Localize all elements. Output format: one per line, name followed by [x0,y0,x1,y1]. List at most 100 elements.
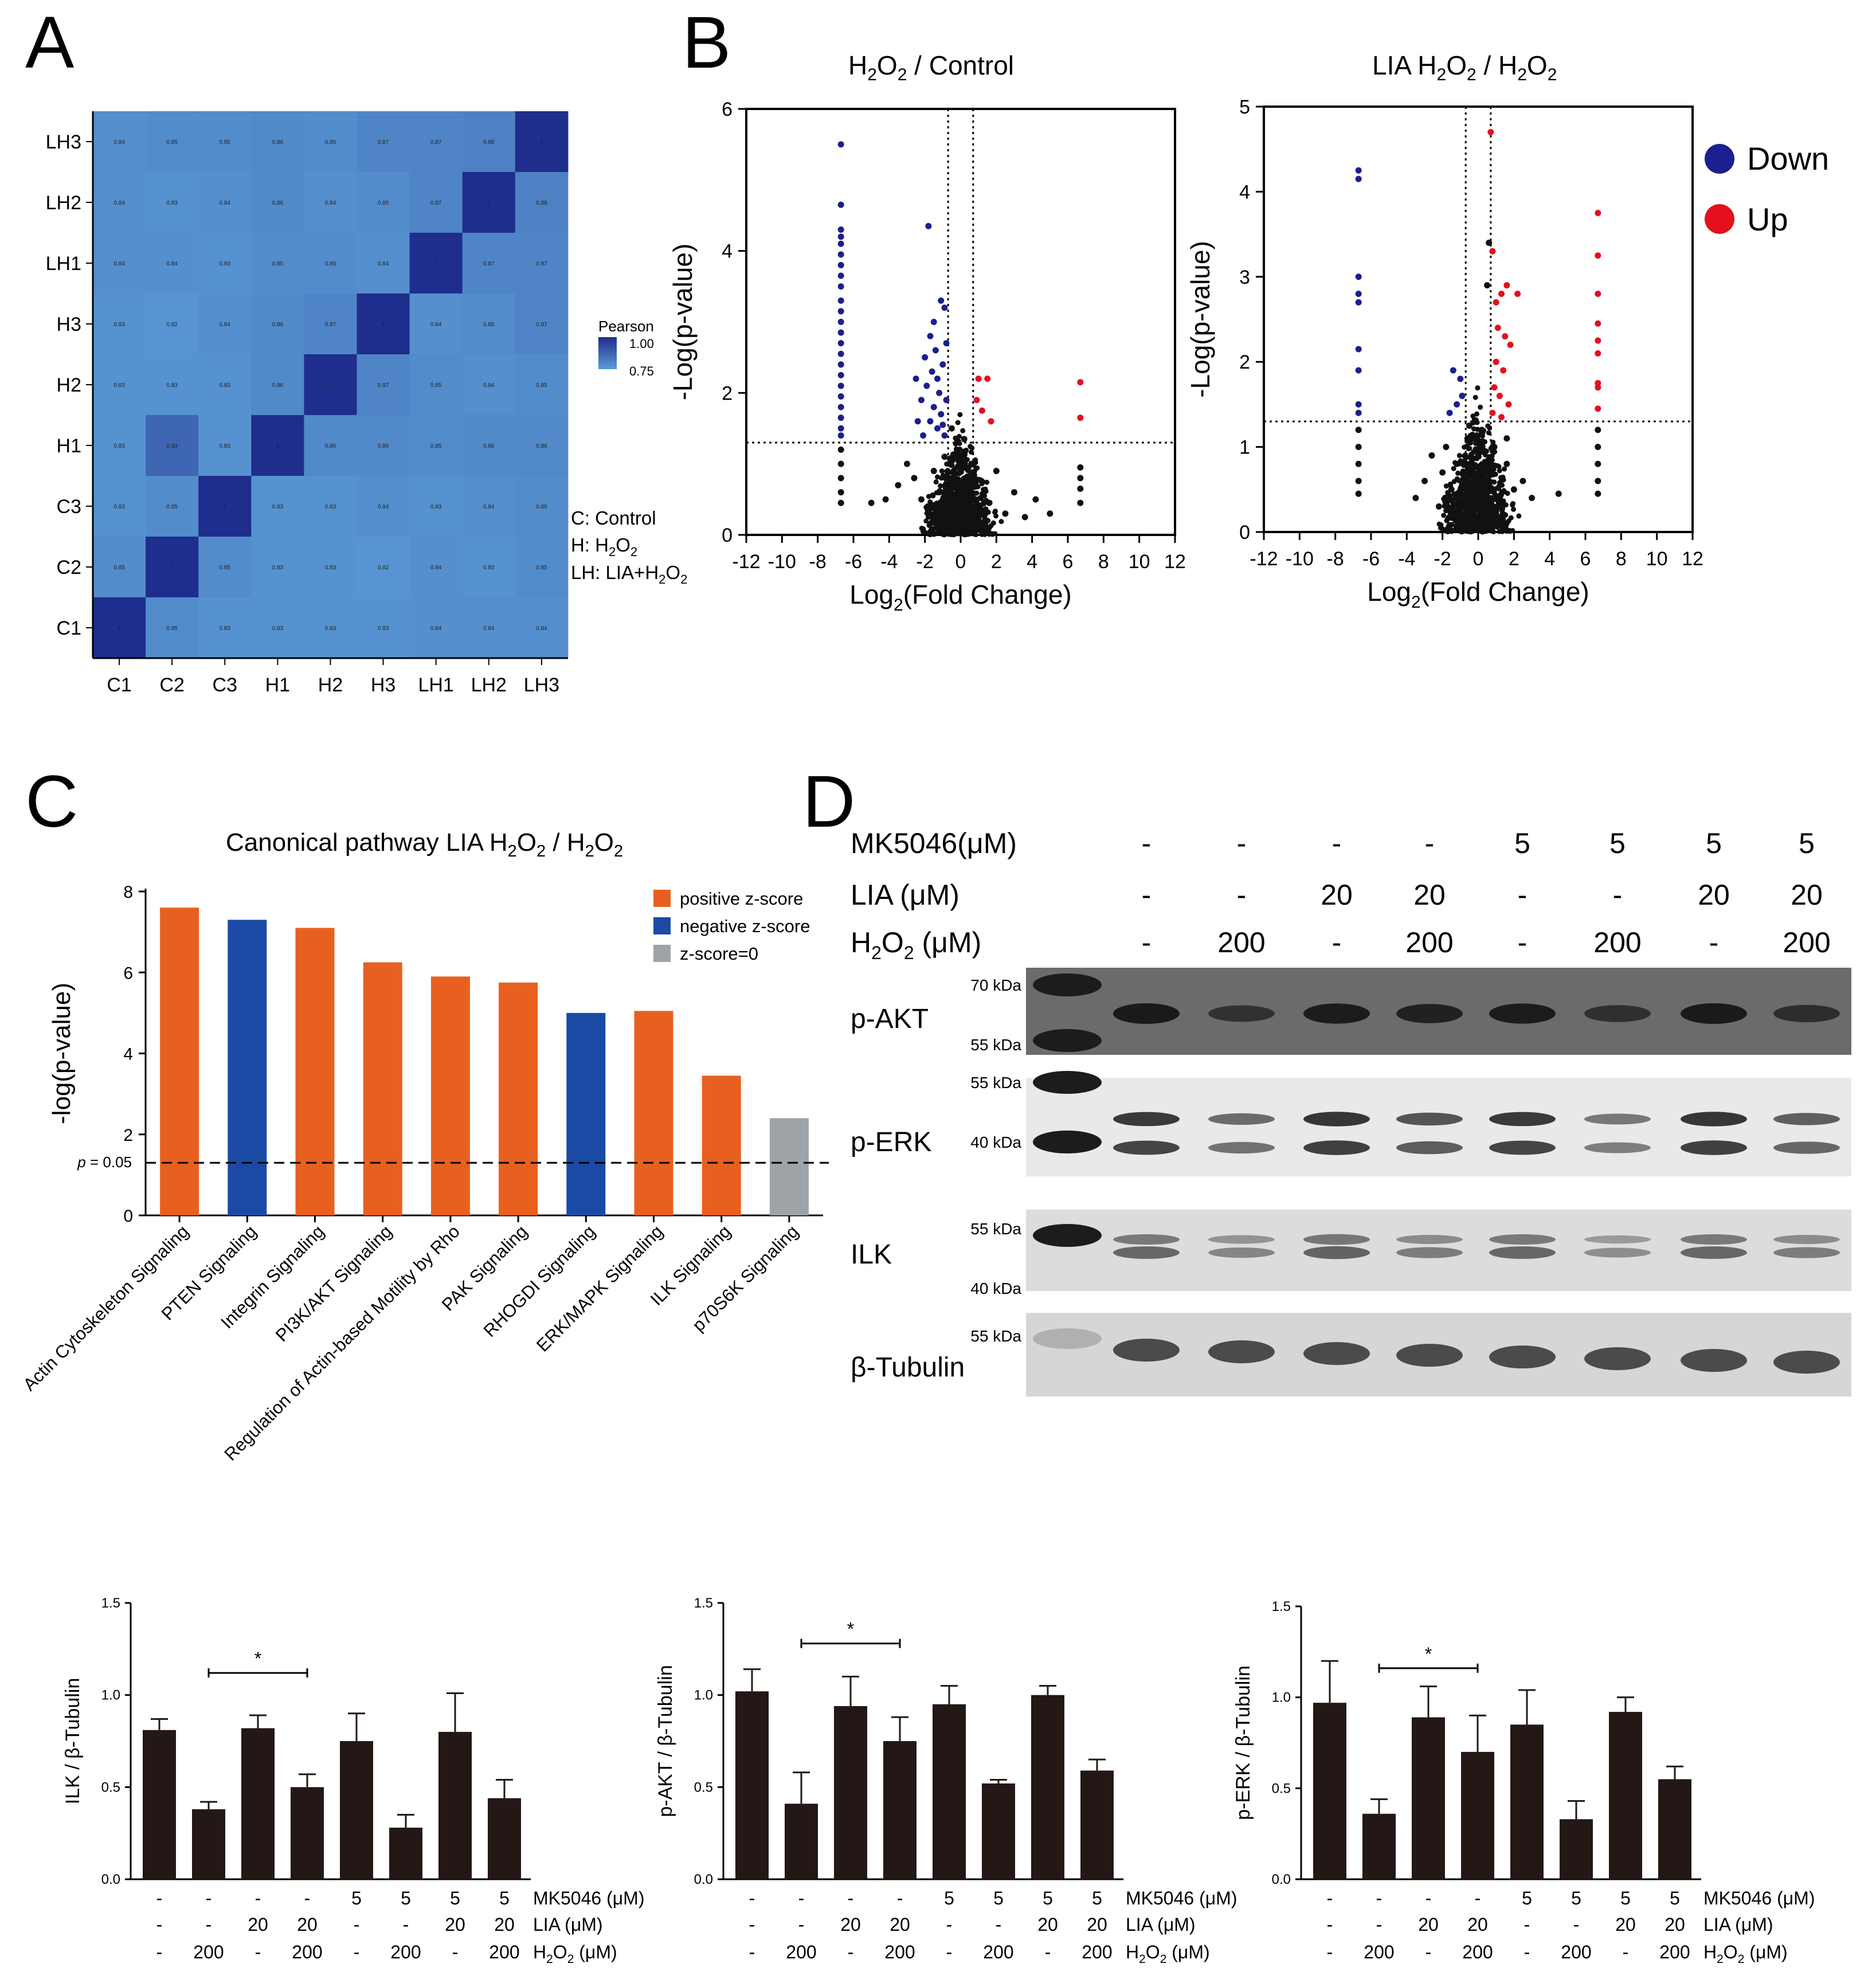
volcano-point-ns [1493,520,1499,527]
protein-band [1303,1342,1370,1365]
condition-value: - [255,1942,261,1962]
heatmap-row-label: C1 [57,617,81,639]
pathway-bar [769,1118,809,1215]
heatmap-cell [462,415,516,476]
volcano-point-down [939,361,946,368]
heatmap-cell [357,597,410,659]
heatmap-col-label: H3 [371,674,395,696]
heatmap-cell [251,354,304,416]
volcano-point-ns [1497,517,1502,522]
y-tick-label: 0 [1239,522,1250,543]
volcano-point-ns [1481,527,1486,533]
volcano-point-ns [939,521,946,527]
heatmap-row-label: C3 [57,496,81,518]
volcano-point-ns [954,446,961,453]
volcano-point-down [837,261,844,268]
volcano-point-ns [1047,510,1053,517]
heatmap-cell [198,476,252,537]
volcano-point-ns [1468,440,1474,446]
volcano-point-ns [1470,515,1476,521]
heatmap-cell [304,354,357,416]
volcano-point-ns [1497,468,1502,474]
x-tick-label: -4 [880,551,898,573]
heatmap-cell-value: 0.82 [166,322,178,328]
volcano-point-ns [949,513,954,519]
condition-value: - [1425,1888,1432,1908]
heatmap-cell [93,111,146,173]
volcano-point-ns [981,487,986,492]
heatmap-row-label: LH3 [46,131,81,153]
y-tick-label: 2 [722,382,733,404]
molecular-weight-marker: 55 kDa [970,1074,1021,1092]
volcano-point-ns [974,465,980,471]
heatmap-cell-value: 0.84 [483,504,495,510]
pathway-bar [702,1075,741,1215]
volcano-point-up [1503,282,1510,289]
y-tick-label: 0 [722,525,733,546]
volcano-point-ns [1444,504,1450,510]
heatmap-cell [515,294,569,355]
blot-protein-label: ILK [851,1239,892,1270]
volcano-point-ns [936,489,943,496]
volcano-point-ns [933,517,938,522]
volcano-point-ns [933,531,938,537]
heatmap-cell [515,233,569,294]
volcano-point-down [837,297,844,304]
volcano-point-down [927,418,934,425]
heatmap-cell-value: 0.88 [536,200,547,206]
volcano-point-ns [1443,483,1449,489]
volcano-point-ns [972,529,978,535]
heatmap-col-label: H2 [318,674,343,696]
volcano-point-up [1595,350,1601,357]
condition-value: - [749,1942,755,1962]
volcano-point-ns [1355,444,1362,451]
volcano-point-ns [961,436,968,443]
volcano-point-down [936,389,943,396]
heatmap-cell-value: 0.83 [483,565,495,571]
volcano-point-up [1505,401,1512,408]
volcano-point-down [1450,367,1456,374]
volcano-point-ns [837,499,844,506]
panel-letter-d: D [802,761,855,843]
condition-value: - [206,1914,212,1935]
volcano-point-ns [968,449,974,455]
heatmap-cell-value: 0.84 [166,261,178,267]
y-axis-label: -log(p-value) [48,983,76,1124]
volcano-point-up [1514,290,1521,297]
protein-band [1489,1346,1556,1368]
protein-band [1773,1113,1840,1125]
pathway-bar [295,928,335,1215]
quant-bar [735,1691,769,1879]
heatmap-cell-value: 0.84 [483,382,495,389]
y-tick-label: 4 [1239,181,1250,203]
heatmap-cell [357,476,410,537]
volcano-point-ns [968,444,973,449]
heatmap-cell [198,354,252,416]
volcano-point-ns [1002,510,1009,517]
treatment-value: - [1613,879,1623,911]
volcano-point-ns [1471,502,1477,507]
heatmap-cell [93,597,146,659]
pathway-bar [160,908,199,1215]
condition-value: 5 [1092,1888,1102,1908]
heatmap-cell [93,476,146,537]
condition-value: 20 [297,1914,318,1935]
heatmap-cell [462,597,516,659]
volcano-point-ns [955,439,961,444]
condition-value: - [1425,1942,1432,1962]
volcano-point-down [938,410,945,417]
volcano-point-ns [1077,499,1084,506]
heatmap-cell-value: 0.83 [272,565,284,571]
protein-band [1584,1347,1651,1370]
heatmap-cell [251,597,304,659]
volcano-point-up [1487,129,1494,136]
volcano-point-ns [1465,525,1471,531]
legend-gradient [598,337,617,369]
heatmap-cell [146,233,199,294]
volcano-point-ns [1462,453,1467,459]
heatmap-cell [146,294,199,355]
volcano-point-ns [1490,439,1496,445]
volcano-point-ns [911,475,918,482]
treatment-value: - [1142,879,1152,911]
volcano-point-ns [986,531,992,537]
